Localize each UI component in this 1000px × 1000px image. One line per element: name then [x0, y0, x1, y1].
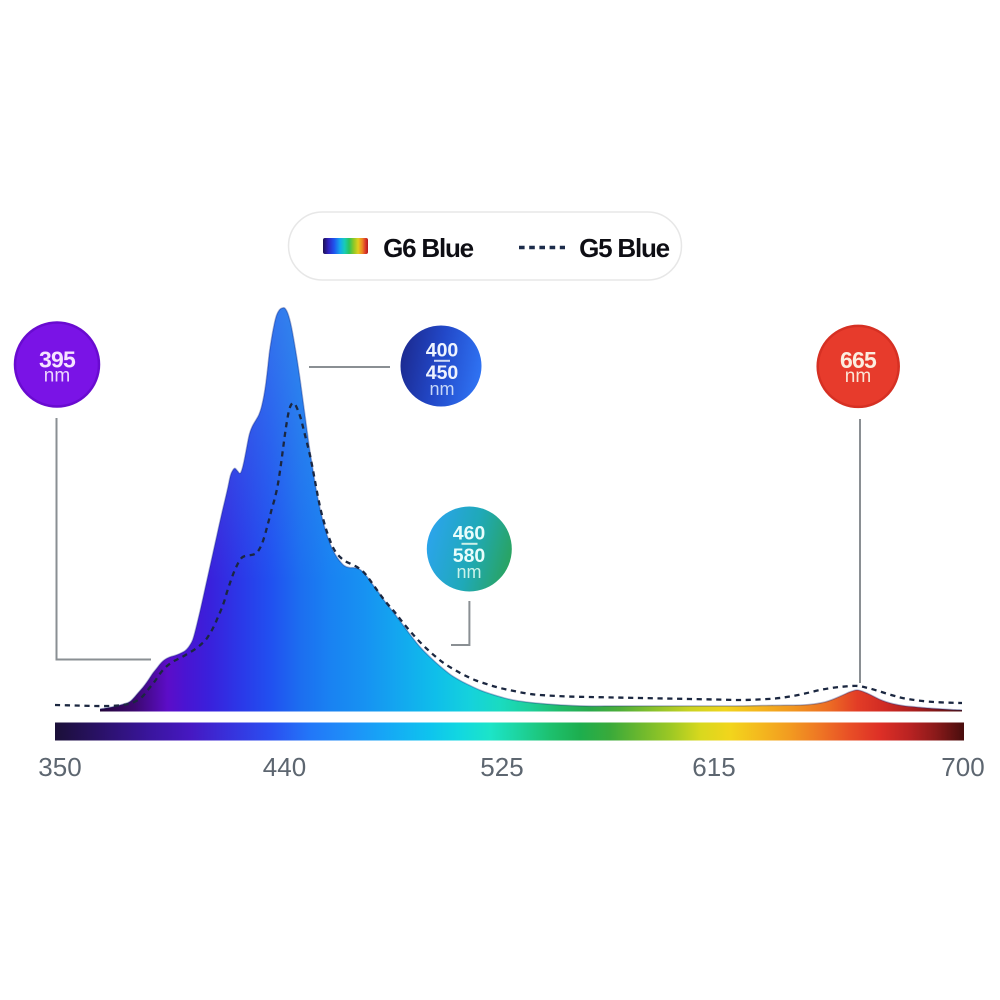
svg-text:615: 615: [692, 752, 735, 782]
svg-text:450: 450: [426, 362, 459, 384]
svg-text:nm: nm: [44, 366, 70, 387]
svg-text:665: 665: [840, 347, 877, 373]
svg-text:350: 350: [38, 752, 81, 782]
svg-text:395: 395: [39, 347, 76, 373]
svg-text:460: 460: [453, 523, 486, 545]
svg-text:nm: nm: [845, 366, 871, 387]
svg-text:G6 Blue: G6 Blue: [383, 233, 474, 263]
svg-text:700: 700: [941, 752, 984, 782]
svg-text:400: 400: [426, 340, 459, 362]
svg-text:nm: nm: [429, 379, 454, 399]
svg-text:525: 525: [480, 752, 523, 782]
svg-text:G5 Blue: G5 Blue: [579, 233, 670, 263]
svg-text:580: 580: [453, 545, 486, 567]
svg-text:440: 440: [263, 752, 306, 782]
svg-text:nm: nm: [456, 562, 481, 582]
